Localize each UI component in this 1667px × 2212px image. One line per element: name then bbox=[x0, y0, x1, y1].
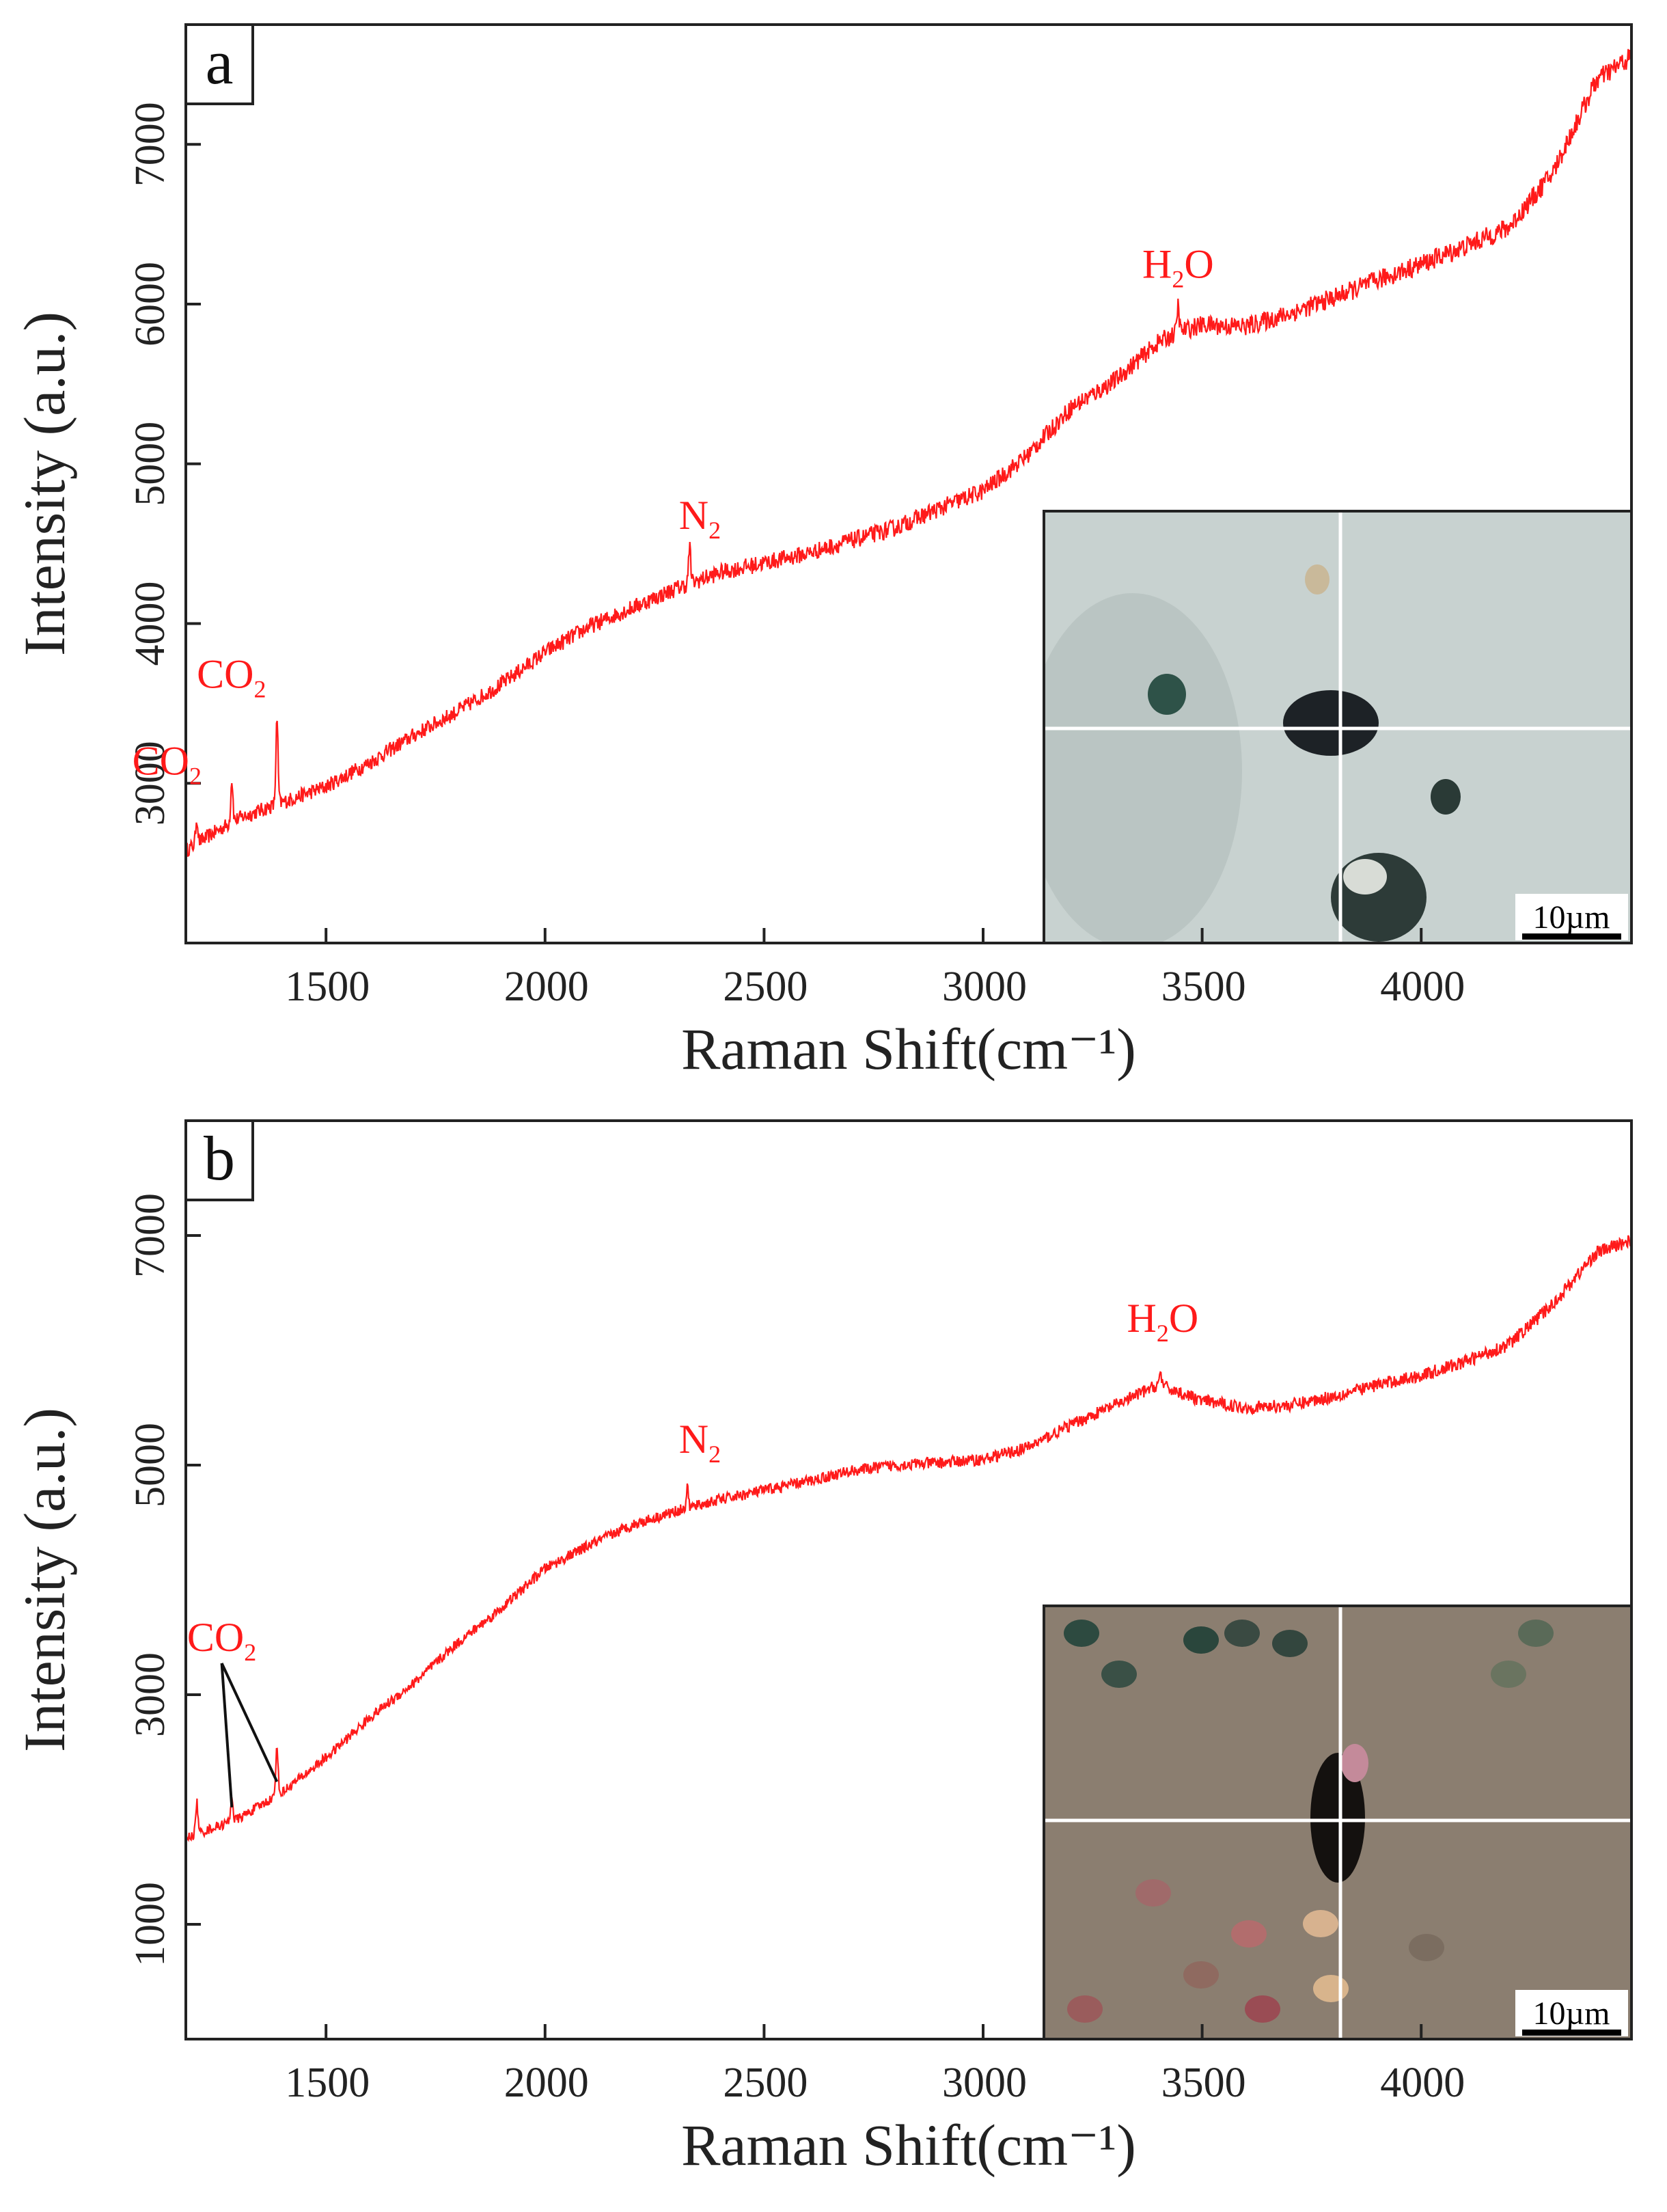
inclusion-dot bbox=[1303, 1910, 1338, 1937]
inclusion-dot bbox=[1491, 1661, 1526, 1688]
panel-label-box bbox=[184, 1119, 254, 1201]
scale-bar bbox=[1522, 933, 1621, 940]
x-tick-label: 2000 bbox=[504, 2060, 589, 2106]
peak-annotation-subscript: 2 bbox=[1172, 265, 1184, 292]
y-tick-label: 5000 bbox=[127, 1423, 174, 1507]
peak-annotation-subscript: 2 bbox=[244, 1639, 256, 1666]
panel-label: b bbox=[204, 1123, 235, 1193]
peak-annotation: N2 bbox=[679, 1417, 721, 1468]
peak-annotation-subscript: 2 bbox=[189, 762, 202, 789]
peak-annotation: H2O bbox=[1142, 241, 1214, 292]
y-tick-label: 7000 bbox=[127, 1193, 174, 1278]
y-tick-label: 4000 bbox=[127, 582, 174, 666]
inclusion-dot bbox=[1409, 1934, 1444, 1961]
peak-annotation-subscript: 2 bbox=[1157, 1320, 1169, 1347]
inclusion-cluster-highlight bbox=[1343, 859, 1387, 895]
annotation-leader-line bbox=[220, 1663, 279, 1783]
peak-annotation-subscript: 2 bbox=[254, 675, 266, 702]
x-tick-label: 3500 bbox=[1161, 2060, 1246, 2106]
x-tick-label: 1500 bbox=[285, 2060, 370, 2106]
x-axis-label: Raman Shift(cm⁻¹) bbox=[681, 2112, 1136, 2178]
x-tick-label: 2500 bbox=[723, 2060, 808, 2106]
inclusion-dot bbox=[1518, 1620, 1554, 1647]
peak-annotation-tail: O bbox=[1169, 1296, 1198, 1341]
peak-annotation-main: CO bbox=[187, 1615, 244, 1660]
x-tick-label: 3000 bbox=[942, 964, 1027, 1010]
x-tick-label: 4000 bbox=[1380, 964, 1465, 1010]
x-axis-label: Raman Shift(cm⁻¹) bbox=[681, 1016, 1136, 1082]
inclusion-dot bbox=[1313, 1975, 1349, 2002]
x-tick-label: 2000 bbox=[504, 964, 589, 1010]
peak-annotation-main: N bbox=[679, 493, 708, 538]
y-tick-label: 3000 bbox=[127, 1652, 174, 1737]
spectrum-line bbox=[186, 1235, 1631, 1842]
inclusion-dot bbox=[1431, 779, 1461, 815]
fluid-inclusion bbox=[1310, 1753, 1365, 1883]
inclusion-dot bbox=[1272, 1630, 1308, 1657]
peak-annotation: CO2 bbox=[197, 651, 266, 702]
inclusion-dot bbox=[1183, 1961, 1219, 1989]
peak-annotation-main: H bbox=[1142, 241, 1172, 286]
x-tick-label: 4000 bbox=[1380, 2060, 1465, 2106]
micrograph-inset: 10µm bbox=[1044, 511, 1631, 943]
inclusion-dot bbox=[1305, 564, 1330, 595]
peak-annotation: N2 bbox=[679, 493, 721, 544]
y-tick-label: 1000 bbox=[127, 1882, 174, 1967]
annotation-leader-line bbox=[220, 1663, 234, 1807]
scale-bar-background bbox=[1515, 894, 1628, 940]
y-tick-label: 5000 bbox=[127, 422, 174, 506]
plot-frame bbox=[184, 23, 1633, 944]
micrograph-shading bbox=[1044, 593, 1242, 943]
inclusion-dot bbox=[1231, 1920, 1267, 1948]
peak-annotation-subscript: 2 bbox=[708, 517, 721, 544]
peak-annotation: CO2 bbox=[187, 1615, 256, 1666]
scale-bar bbox=[1522, 2030, 1621, 2036]
peak-annotation-main: CO bbox=[197, 651, 253, 696]
peak-annotation: CO2 bbox=[133, 738, 202, 789]
peak-annotation: H2O bbox=[1127, 1296, 1199, 1347]
y-tick-label: 6000 bbox=[127, 262, 174, 346]
panel-b: 10µm 1500 2000 2500 3000 3500 4000 1000 3000 5000… bbox=[12, 1119, 1633, 2178]
peak-annotation-main: N bbox=[679, 1417, 708, 1462]
y-tick-label: 3000 bbox=[127, 741, 174, 825]
panel-a: 10µm 1500 2000 2500 3000 3500 4000 3000 4000 5000… bbox=[12, 23, 1633, 1082]
scale-bar-label: 10µm bbox=[1533, 1995, 1610, 2032]
inclusion-dot bbox=[1135, 1879, 1171, 1907]
peak-annotation-subscript: 2 bbox=[708, 1440, 721, 1468]
inclusion-highlight bbox=[1341, 1744, 1368, 1782]
peak-annotation-main: H bbox=[1127, 1296, 1157, 1341]
inclusion-dot bbox=[1224, 1620, 1260, 1647]
scale-bar-label: 10µm bbox=[1533, 899, 1610, 936]
inclusion-dot bbox=[1067, 1995, 1103, 2023]
x-tick-label: 2500 bbox=[723, 964, 808, 1010]
micrograph-inset: 10µm bbox=[1044, 1606, 1631, 2039]
inclusion-dot bbox=[1245, 1995, 1280, 2023]
peak-annotation-main: CO bbox=[133, 738, 189, 783]
x-tick-label: 1500 bbox=[285, 964, 370, 1010]
plot-frame bbox=[184, 1119, 1633, 2040]
y-axis-label: Intensity (a.u.) bbox=[12, 1408, 77, 1752]
x-tick-label: 3500 bbox=[1161, 964, 1246, 1010]
y-tick-label: 7000 bbox=[127, 102, 174, 187]
panel-label: a bbox=[206, 27, 234, 97]
scale-bar-background bbox=[1515, 1990, 1628, 2036]
inclusion-dot bbox=[1064, 1620, 1099, 1647]
inclusion-dot bbox=[1183, 1626, 1219, 1654]
x-tick-label: 3000 bbox=[942, 2060, 1027, 2106]
panel-label-box bbox=[184, 23, 254, 105]
spectrum-line bbox=[186, 49, 1631, 857]
inclusion-dot bbox=[1101, 1661, 1137, 1688]
y-axis-label: Intensity (a.u.) bbox=[12, 312, 77, 656]
inclusion-dot bbox=[1148, 674, 1186, 715]
fluid-inclusion bbox=[1283, 690, 1379, 756]
peak-annotation-tail: O bbox=[1184, 241, 1213, 286]
